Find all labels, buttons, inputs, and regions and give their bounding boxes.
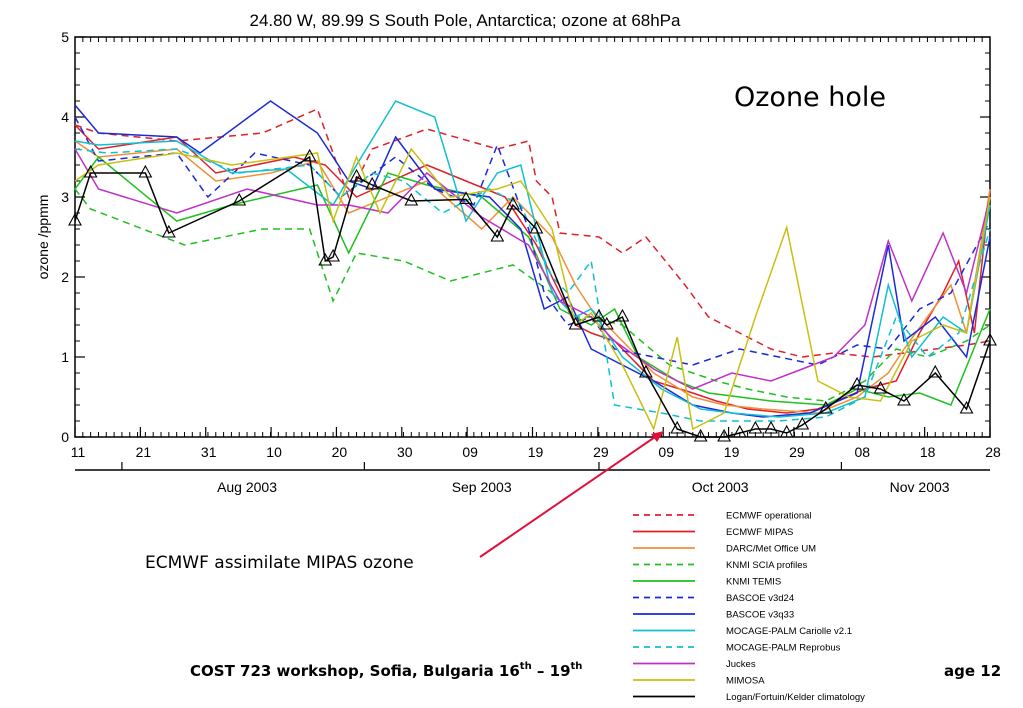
climatology-marker — [873, 380, 888, 394]
legend-label-7: BASCOE v3q33 — [726, 610, 794, 621]
x-tick-label: 29 — [593, 444, 609, 460]
climatology-marker — [232, 192, 247, 206]
ozone-hole-annotation: Ozone hole — [734, 82, 886, 113]
legend-label-6: BASCOE v3d24 — [726, 593, 794, 604]
climatology-marker — [638, 364, 653, 378]
series-line-4 — [74, 188, 991, 402]
series-line-1 — [74, 107, 991, 358]
climatology-marker — [717, 428, 732, 442]
climatology-marker — [959, 400, 974, 414]
chart-title: 24.80 W, 89.99 S South Pole, Antarctica;… — [250, 11, 682, 30]
y-tick-label: 1 — [61, 349, 69, 365]
month-axis-ticks: Aug 2003 Sep 2003 Oct 2003 Nov 2003 — [121, 462, 950, 495]
month-label: Sep 2003 — [452, 479, 512, 495]
x-tick-label: 09 — [658, 444, 674, 460]
climatology-marker — [748, 420, 763, 434]
x-tick-label: 29 — [789, 444, 805, 460]
footer-sup-2: th — [571, 661, 583, 672]
marker-layer — [68, 148, 997, 442]
x-tick-label: 08 — [854, 444, 870, 460]
x-tick-label: 11 — [71, 444, 86, 460]
climatology-marker — [161, 224, 176, 238]
legend-label-1: ECMWF operational — [726, 511, 812, 522]
climatology-marker — [615, 308, 630, 322]
climatology-marker — [326, 248, 341, 262]
series-line-12 — [74, 155, 991, 438]
climatology-marker — [592, 308, 606, 322]
climatology-marker — [795, 416, 810, 430]
series-line-6 — [74, 116, 991, 366]
series-line-9 — [74, 148, 991, 422]
climatology-marker — [764, 420, 778, 434]
legend-label-12: Logan/Fortuin/Kelder climatology — [726, 692, 865, 703]
footer-main: COST 723 workshop, Sofia, Bulgaria 16 — [190, 662, 520, 680]
climatology-marker — [138, 164, 153, 178]
y-tick-label: 0 — [61, 429, 69, 445]
climatology-marker — [897, 392, 911, 406]
x-tick-label: 20 — [332, 444, 348, 460]
series-line-8 — [74, 100, 991, 418]
series-line-7 — [74, 100, 991, 418]
month-label: Nov 2003 — [890, 479, 950, 495]
series-line-3 — [74, 140, 991, 414]
footer-dash: – 19 — [532, 662, 571, 680]
climatology-marker — [818, 400, 833, 414]
x-tick-label: 30 — [397, 444, 413, 460]
x-tick-label: 21 — [136, 444, 152, 460]
climatology-marker — [850, 376, 864, 390]
series-line-5 — [74, 155, 991, 406]
climatology-marker — [349, 168, 364, 182]
footer-sup-1: th — [520, 661, 532, 672]
x-tick-label: 31 — [201, 444, 217, 460]
legend-label-5: KNMI TEMIS — [726, 577, 781, 588]
legend-background — [625, 504, 890, 708]
x-tick-label: 19 — [528, 444, 544, 460]
y-axis-label: ozone /ppmm — [35, 195, 51, 280]
climatology-marker — [983, 332, 997, 346]
legend-label-11: MIMOSA — [726, 676, 765, 687]
climatology-marker — [732, 424, 747, 438]
legend: ECMWF operational ECMWF MIPAS DARC/Met Off… — [633, 511, 865, 703]
legend-label-8: MOCAGE-PALM Cariolle v2.1 — [726, 626, 852, 637]
page-number: age 12 — [944, 662, 1001, 680]
climatology-marker — [599, 316, 614, 330]
legend-label-3: DARC/Met Office UM — [726, 544, 816, 555]
legend-label-4: KNMI SCIA profiles — [726, 560, 808, 571]
x-axis-ticks: 11 21 31 10 20 30 09 19 29 09 19 29 08 18 28 — [71, 37, 1001, 460]
climatology-marker — [365, 176, 380, 190]
climatology-marker — [693, 428, 708, 442]
x-tick-label: 10 — [266, 444, 282, 460]
legend-label-10: Juckes — [726, 659, 756, 670]
mipas-annotation: ECMWF assimilate MIPAS ozone — [145, 553, 414, 573]
legend-label-2: ECMWF MIPAS — [726, 527, 793, 538]
x-tick-label: 28 — [985, 444, 1001, 460]
y-tick-label: 5 — [61, 29, 69, 45]
y-tick-label: 3 — [61, 189, 69, 205]
x-tick-label: 19 — [724, 444, 740, 460]
annotation-arrowhead — [651, 431, 664, 442]
footer-text: COST 723 workshop, Sofia, Bulgaria 16th … — [190, 661, 582, 680]
climatology-marker — [68, 212, 82, 226]
climatology-marker — [928, 364, 943, 378]
x-tick-label: 18 — [920, 444, 936, 460]
climatology-marker — [529, 220, 544, 234]
month-label: Aug 2003 — [217, 479, 277, 495]
y-tick-label: 4 — [61, 109, 69, 125]
climatology-marker — [404, 192, 419, 206]
series-line-11 — [74, 147, 991, 432]
climatology-marker — [302, 148, 317, 162]
x-tick-label: 09 — [462, 444, 478, 460]
legend-label-9: MOCAGE-PALM Reprobus — [726, 643, 841, 654]
climatology-marker — [83, 164, 98, 178]
climatology-marker — [670, 420, 685, 434]
month-label: Oct 2003 — [692, 479, 749, 495]
annotation-arrow — [479, 436, 656, 558]
climatology-marker — [779, 424, 794, 438]
climatology-marker — [490, 228, 505, 242]
climatology-marker — [568, 316, 583, 330]
y-tick-label: 2 — [61, 269, 69, 285]
climatology-marker — [506, 196, 520, 210]
climatology-marker — [459, 191, 473, 204]
